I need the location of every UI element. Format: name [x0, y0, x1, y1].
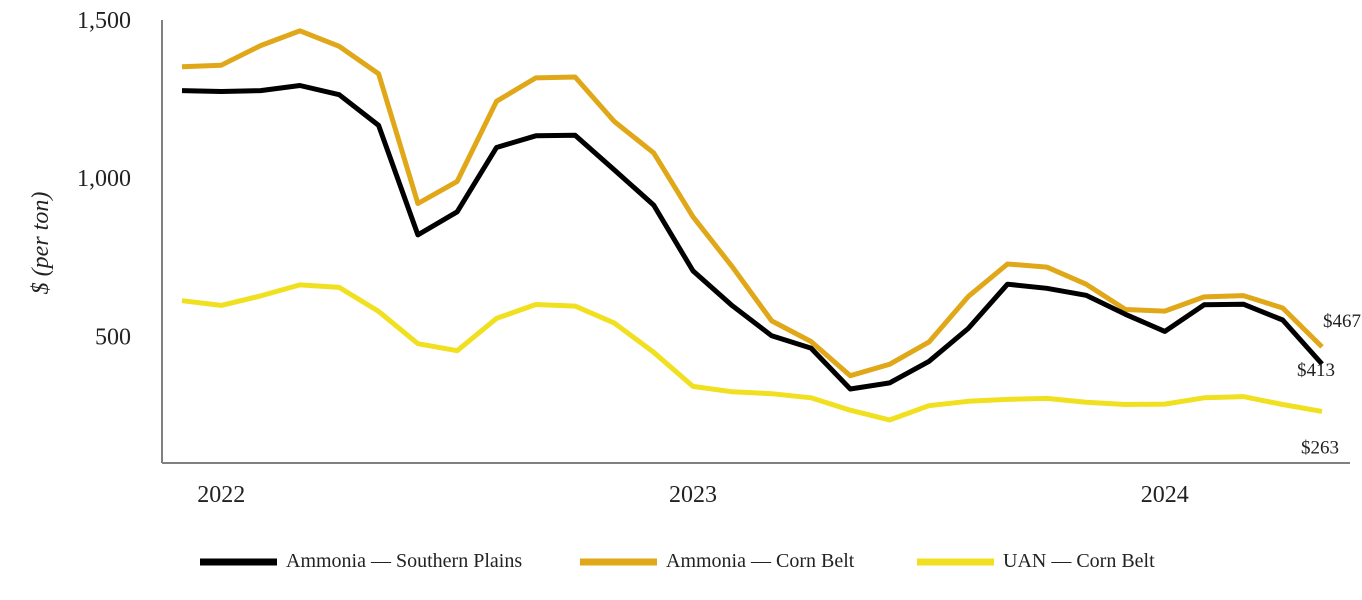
end-value-label: $467 [1323, 311, 1361, 332]
y-tick-label: 1,500 [77, 8, 131, 34]
y-axis-label: $ (per ton) [28, 192, 54, 295]
end-labels: $413 $467 $263 [1297, 311, 1361, 459]
end-value-label: $413 [1297, 360, 1335, 381]
y-tick-label: 1,000 [77, 166, 131, 192]
series-line [181, 28, 1324, 379]
legend-label: Ammonia — Corn Belt [666, 550, 855, 572]
x-tick-label: 2024 [1141, 482, 1189, 508]
series-line [181, 282, 1323, 423]
y-axis-label-group: $ (per ton) [28, 192, 54, 295]
x-tick-label: 2022 [197, 482, 245, 508]
x-axis-ticks: 2022 2023 2024 [197, 482, 1188, 508]
x-tick-label: 2023 [669, 482, 717, 508]
legend-label: UAN — Corn Belt [1003, 550, 1155, 572]
series-lines [181, 28, 1324, 423]
y-axis-ticks: 500 1,000 1,500 [77, 8, 131, 350]
legend: Ammonia — Southern Plains Ammonia — Corn … [200, 550, 1155, 572]
end-value-label: $263 [1301, 437, 1339, 458]
legend-label: Ammonia — Southern Plains [286, 550, 522, 572]
series-line [181, 83, 1324, 392]
y-tick-label: 500 [95, 324, 131, 350]
